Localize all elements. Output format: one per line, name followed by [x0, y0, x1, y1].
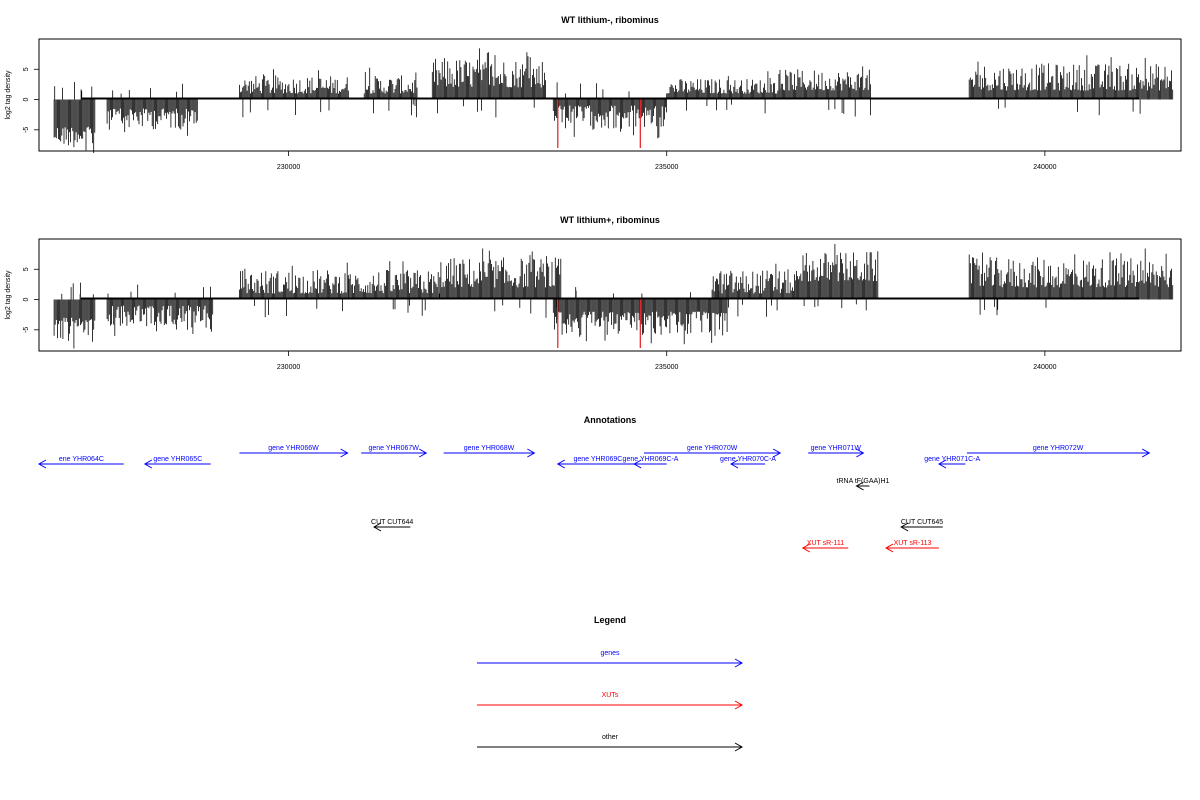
y-axis: -5 0 5 — [23, 267, 39, 333]
feature-label: gene YHR071C-A — [924, 456, 980, 463]
feature-arrowhead — [900, 522, 909, 532]
feature-arrowhead — [772, 448, 782, 458]
annotation-feature: CUT CUT645 — [900, 519, 943, 532]
y-axis-label: log2 tag density — [5, 270, 12, 320]
feature-arrowhead — [143, 459, 153, 469]
feature-arrowhead — [527, 448, 536, 458]
panel-title: WT lithium+, ribominus — [560, 215, 660, 225]
y-tick-label: 0 — [23, 297, 30, 301]
y-tick-label: 0 — [23, 97, 30, 101]
feature-label: CUT CUT644 — [371, 519, 413, 526]
density-bars — [53, 48, 1174, 153]
feature-label: gene YHR069C — [573, 456, 622, 463]
annotation-feature: tRNA tF(GAA)H1 — [837, 478, 890, 491]
density-bars — [53, 243, 1174, 349]
feature-label: CUT CUT645 — [901, 519, 943, 526]
annotation-feature: XUT sR-113 — [885, 540, 939, 553]
annotation-feature: gene YHR065C — [143, 456, 211, 469]
legend-label: XUTs — [602, 692, 619, 699]
feature-arrowhead — [801, 543, 811, 553]
x-tick-label: 235000 — [655, 164, 678, 171]
feature-arrowhead — [373, 522, 382, 532]
feature-arrowhead — [37, 459, 47, 469]
track-panel-lithium-plus: WT lithium+, ribominus log2 tag density … — [5, 215, 1182, 371]
feature-label: ene YHR064C — [59, 456, 104, 463]
y-tick-label: -5 — [23, 127, 30, 133]
feature-label: gene YHR070C-A — [720, 456, 776, 463]
feature-label: gene YHR069C-A — [623, 456, 679, 463]
highlight-bars — [557, 99, 641, 148]
y-tick-label: 5 — [23, 267, 30, 271]
annotation-feature: gene YHR067W — [361, 445, 428, 458]
y-axis-label: log2 tag density — [5, 70, 12, 120]
feature-arrowhead — [1141, 448, 1151, 458]
annotation-feature: gene YHR069C — [556, 456, 638, 469]
annotation-feature: CUT CUT644 — [371, 519, 413, 532]
plot-frame — [38, 238, 1182, 352]
x-axis: 230000 235000 240000 — [277, 351, 1057, 371]
legend-title: Legend — [594, 615, 626, 625]
highlight-bars — [557, 299, 641, 348]
feature-arrowhead — [855, 481, 864, 491]
annotation-feature: gene YHR070W — [644, 445, 782, 458]
x-tick-label: 230000 — [277, 364, 300, 371]
feature-label: gene YHR068W — [464, 445, 515, 452]
feature-label: gene YHR067W — [368, 445, 419, 452]
legend: Legend genes XUTs other — [477, 615, 744, 752]
x-tick-label: 240000 — [1033, 364, 1056, 371]
x-tick-label: 230000 — [277, 164, 300, 171]
feature-arrowhead — [856, 448, 865, 458]
plot-frame — [38, 38, 1182, 152]
feature-label: gene YHR070W — [687, 445, 738, 452]
feature-label: XUT sR-111 — [807, 540, 844, 547]
annotations-title: Annotations — [584, 415, 637, 425]
annotation-feature: XUT sR-111 — [801, 540, 849, 553]
annotation-feature: gene YHR072W — [966, 445, 1151, 458]
feature-label: gene YHR072W — [1033, 445, 1084, 452]
y-tick-label: -5 — [23, 327, 30, 333]
x-tick-label: 240000 — [1033, 164, 1056, 171]
feature-arrowhead — [937, 459, 947, 469]
feature-arrowhead — [633, 459, 642, 469]
legend-item: genes — [477, 650, 744, 668]
feature-arrowhead — [734, 742, 744, 752]
feature-label: gene YHR071W — [811, 445, 862, 452]
feature-arrowhead — [734, 700, 744, 710]
y-tick-label: 5 — [23, 67, 30, 71]
feature-arrowhead — [734, 658, 744, 668]
feature-arrowhead — [418, 448, 428, 458]
x-tick-label: 235000 — [655, 364, 678, 371]
track-panel-lithium-minus: WT lithium-, ribominus log2 tag density … — [5, 15, 1182, 171]
feature-list: ene YHR064C gene YHR065C gene YHR066W gene … — [37, 445, 1151, 553]
legend-item: other — [477, 734, 744, 752]
feature-arrowhead — [729, 459, 739, 469]
y-axis: -5 0 5 — [23, 67, 39, 133]
x-axis: 230000 235000 240000 — [277, 151, 1057, 171]
feature-label: gene YHR065C — [153, 456, 202, 463]
annotation-feature: gene YHR071W — [808, 445, 865, 458]
feature-arrowhead — [340, 448, 349, 458]
annotation-feature: gene YHR071C-A — [924, 456, 980, 469]
legend-label: other — [602, 734, 619, 741]
legend-label: genes — [600, 650, 620, 657]
legend-items: genes XUTs other — [477, 650, 744, 752]
feature-arrowhead — [885, 543, 894, 553]
feature-arrowhead — [556, 459, 566, 469]
feature-label: gene YHR066W — [268, 445, 319, 452]
annotation-feature: gene YHR069C-A — [623, 456, 679, 469]
panel-title: WT lithium-, ribominus — [561, 15, 659, 25]
annotations-panel: Annotations ene YHR064C gene YHR065C gene … — [37, 415, 1151, 553]
annotation-feature: gene YHR070C-A — [720, 456, 776, 469]
annotation-feature: ene YHR064C — [37, 456, 124, 469]
annotation-feature: gene YHR066W — [239, 445, 349, 458]
feature-label: tRNA tF(GAA)H1 — [837, 478, 890, 485]
feature-label: XUT sR-113 — [894, 540, 932, 547]
legend-item: XUTs — [477, 692, 744, 710]
annotation-feature: gene YHR068W — [443, 445, 536, 458]
